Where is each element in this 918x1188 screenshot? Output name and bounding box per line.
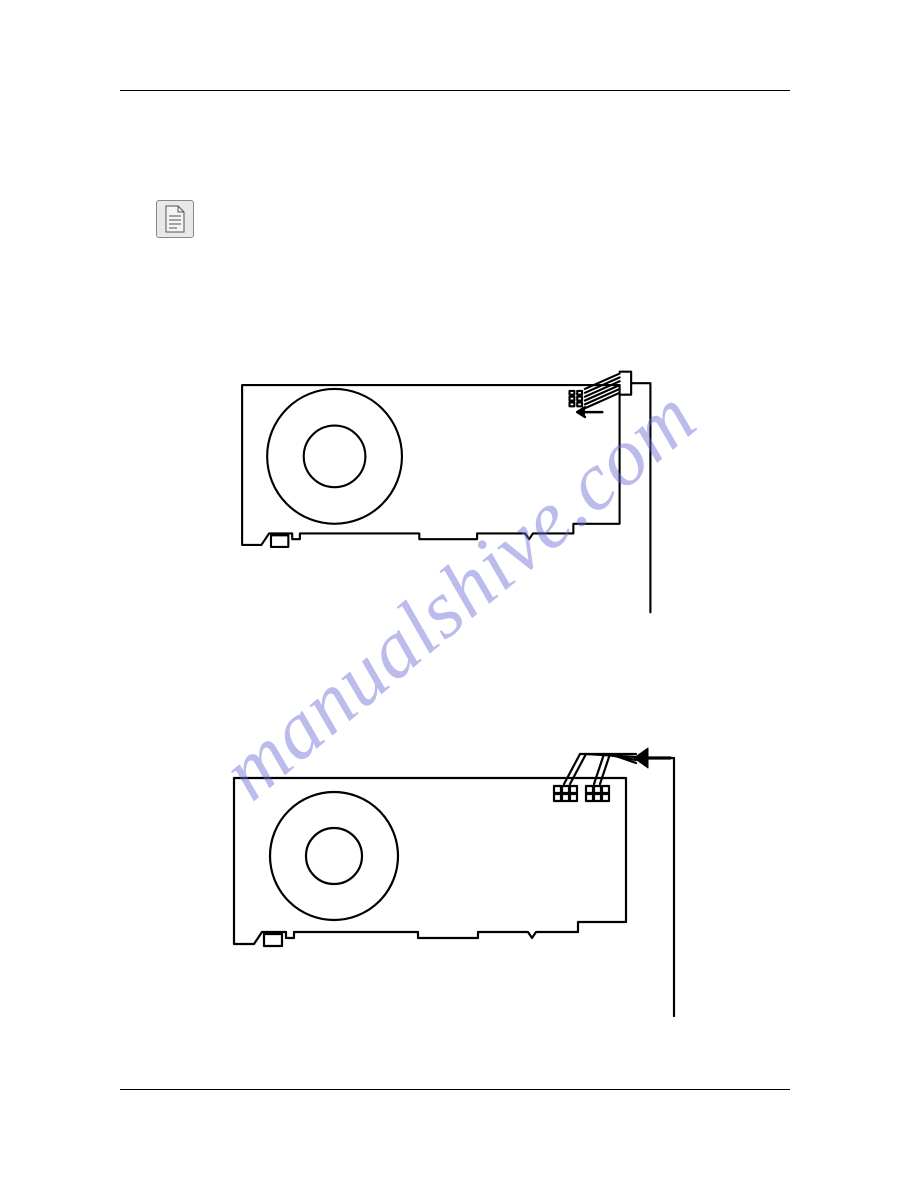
rule-top <box>120 90 790 91</box>
note-document-icon <box>156 200 194 238</box>
graphics-card-diagram-bottom <box>228 740 688 1020</box>
graphics-card-diagram-top <box>228 362 678 622</box>
rule-bottom <box>120 1089 790 1090</box>
